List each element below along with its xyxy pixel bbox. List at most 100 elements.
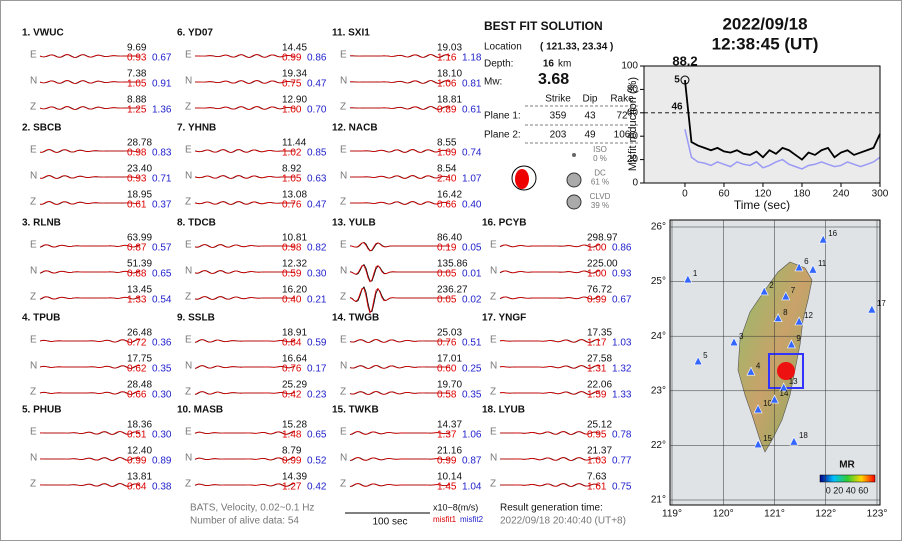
component-label: N <box>185 453 192 464</box>
misfit2: 1.18 <box>462 53 482 64</box>
misfit2: 0.65 <box>152 269 172 280</box>
waveform <box>349 365 451 369</box>
station-marker <box>779 382 789 392</box>
misfit2: 0.89 <box>152 456 172 467</box>
map-x-label: 119° <box>662 509 682 520</box>
date: 2022/09/18 <box>722 14 807 33</box>
component-label: N <box>30 171 37 182</box>
component-label: N <box>490 453 497 464</box>
amplitude: 8.54 <box>437 164 457 175</box>
component-label: Z <box>340 387 346 398</box>
station-marker <box>818 234 828 244</box>
amplitude: 28.48 <box>127 380 152 391</box>
x-axis-label: Time (sec) <box>734 198 790 212</box>
y-tick-label: 60 <box>627 107 639 118</box>
plane-value: 72 <box>616 111 628 122</box>
component-label: E <box>340 335 347 346</box>
station-title: 5. PHUB <box>22 405 61 416</box>
station-number: 9 <box>796 334 801 343</box>
misfit1: 0.99 <box>587 295 607 306</box>
misfit2: 1.33 <box>612 390 632 401</box>
waveform <box>39 244 141 248</box>
amplitude: 86.40 <box>437 233 462 244</box>
station-title: 12. NACB <box>332 123 378 134</box>
waveform <box>349 80 451 84</box>
misfit1: 0.66 <box>127 390 147 401</box>
y-tick-label: 20 <box>627 154 639 165</box>
station-number: 3 <box>739 332 744 341</box>
component-label: N <box>30 266 37 277</box>
waveform <box>194 365 296 369</box>
station-title: 2. SBCB <box>22 123 61 134</box>
misfit1: 0.66 <box>437 200 457 211</box>
component-label: Z <box>340 102 346 113</box>
component-label: Z <box>185 387 191 398</box>
waveform <box>349 54 451 58</box>
amplitude: 18.10 <box>437 69 462 80</box>
waveform <box>499 431 601 435</box>
island <box>737 261 813 453</box>
amplitude: 13.08 <box>282 190 307 201</box>
depth: 16 <box>543 59 555 70</box>
misfit1: 1.09 <box>437 148 457 159</box>
plane-value: 203 <box>550 130 567 141</box>
waveform <box>349 149 451 153</box>
misfit2: 1.04 <box>462 482 482 493</box>
amplitude: 225.00 <box>587 259 618 270</box>
misfit2: 0.42 <box>307 482 327 493</box>
waveform <box>194 175 296 179</box>
component-label: E <box>30 427 37 438</box>
component-label: E <box>30 145 37 156</box>
misfit2: 0.75 <box>612 482 632 493</box>
misfit1: 1.17 <box>587 338 607 349</box>
misfit1: 1.33 <box>127 295 147 306</box>
component-label: N <box>340 76 347 87</box>
station-number: 4 <box>756 361 761 370</box>
misfit1: 0.05 <box>437 295 457 306</box>
station-title: 1. VWUC <box>22 28 64 39</box>
misfit1: 0.87 <box>127 243 147 254</box>
misfit1: 0.60 <box>437 364 457 375</box>
y-axis-label: Misfit reduction (%) <box>627 77 639 171</box>
misfit2: 0.30 <box>152 390 172 401</box>
y-tick-label: 40 <box>627 131 639 142</box>
station-marker <box>794 262 804 272</box>
waveform <box>194 270 296 274</box>
component-label: Z <box>185 479 191 490</box>
map-x-label: 122° <box>815 509 836 520</box>
mw: 3.68 <box>538 71 569 88</box>
station-marker <box>753 404 763 414</box>
amplitude: 18.91 <box>282 328 307 339</box>
misfit1-legend: misfit1 <box>433 515 457 524</box>
misfit1: 0.98 <box>127 148 147 159</box>
waveform <box>39 201 141 205</box>
waveform <box>499 270 601 274</box>
amplitude: 18.81 <box>437 95 462 106</box>
station-title: 4. TPUB <box>22 313 60 324</box>
amplitude: 18.36 <box>127 420 152 431</box>
component-label: Z <box>30 387 36 398</box>
station-number: 18 <box>799 431 808 440</box>
component-label: Z <box>490 292 496 303</box>
amplitude: 13.45 <box>127 285 152 296</box>
misfit1: 0.93 <box>127 174 147 185</box>
misfit1: 2.40 <box>437 174 457 185</box>
generated-label: Result generation time: <box>500 503 603 514</box>
station-title: 14. TWGB <box>332 313 379 324</box>
plane-value: 49 <box>584 130 596 141</box>
misfit1: 1.48 <box>282 430 302 441</box>
waveform <box>194 296 296 300</box>
waveform <box>349 242 450 252</box>
misfit2: 0.54 <box>152 295 172 306</box>
component-label: Z <box>30 292 36 303</box>
waveform <box>39 106 141 110</box>
misfit2: 0.57 <box>152 243 172 254</box>
mt-label: ISO <box>593 145 607 154</box>
waveform <box>194 431 296 435</box>
location-label: Location <box>484 42 522 53</box>
amplitude: 7.38 <box>127 69 147 80</box>
component-label: Z <box>30 197 36 208</box>
component-label: E <box>185 145 192 156</box>
station-marker <box>770 394 779 404</box>
